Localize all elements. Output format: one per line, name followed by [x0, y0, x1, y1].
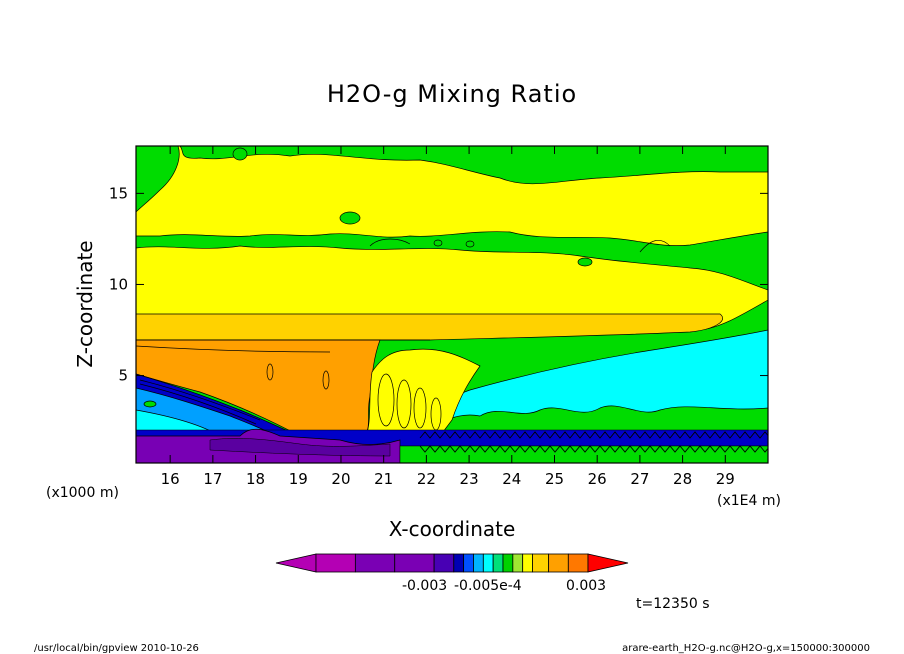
colorbar-segment — [315, 553, 356, 573]
colorbar-segment — [548, 553, 569, 573]
colorbar-segment — [433, 553, 455, 573]
small-islands — [143, 147, 593, 408]
colorbar-segment — [473, 553, 484, 573]
region-green-waves — [419, 405, 768, 437]
region-yellow-upper — [136, 146, 768, 246]
y-tick-label: 15 — [109, 184, 128, 202]
x-tick-label: 16 — [161, 470, 180, 488]
colorbar-max-arrow — [587, 553, 629, 573]
colorbar-segment — [453, 553, 465, 573]
x-axis-label: X-coordinate — [389, 517, 516, 541]
colorbar-label-0: -0.003 — [402, 578, 447, 594]
y-tick-label: 5 — [118, 367, 128, 385]
colorbar-segment — [532, 553, 550, 573]
x-tick-label: 28 — [673, 470, 692, 488]
x-tick-label: 23 — [460, 470, 479, 488]
colorbar-segment — [394, 553, 435, 573]
x-axis-unit: (x1E4 m) — [717, 493, 781, 509]
region-light-orange — [136, 313, 723, 341]
region-yellow-middle — [136, 245, 768, 331]
contour-field — [136, 146, 768, 463]
x-tick-label: 17 — [203, 470, 222, 488]
y-axis-ticks: 5 10 15 — [109, 184, 768, 385]
region-yellow-wedge — [365, 348, 481, 437]
colorbar-segment — [463, 553, 474, 573]
region-bottom-green — [399, 445, 768, 463]
chart-title: H2O-g Mixing Ratio — [327, 80, 577, 108]
colorbar — [275, 553, 629, 573]
footer-left: /usr/local/bin/gpview 2010-10-26 — [34, 643, 199, 654]
y-axis-unit: (x1000 m) — [46, 485, 119, 501]
colorbar-segment — [354, 553, 396, 573]
region-green-topleft — [136, 146, 180, 213]
x-tick-label: 27 — [630, 470, 649, 488]
x-tick-label: 29 — [716, 470, 735, 488]
x-tick-label: 22 — [417, 470, 436, 488]
contour-lines — [136, 238, 671, 425]
colorbar-segment — [482, 553, 494, 573]
oscillation-marks — [419, 431, 768, 453]
footer-right: arare-earth_H2O-g.nc@H2O-g,x=150000:3000… — [622, 643, 870, 654]
colorbar-segment — [522, 553, 533, 573]
plot-frame — [135, 145, 769, 464]
y-tick-label: 10 — [109, 275, 128, 293]
x-tick-label: 26 — [588, 470, 607, 488]
colorbar-segment — [567, 553, 589, 573]
x-tick-label: 19 — [289, 470, 308, 488]
colorbar-label-2: 0.003 — [566, 578, 606, 594]
colorbar-min-arrow — [275, 553, 317, 573]
colorbar-segment — [492, 553, 504, 573]
x-tick-label: 18 — [246, 470, 265, 488]
x-axis-ticks: 16 17 18 19 20 21 22 23 24 25 26 27 28 29 — [161, 146, 735, 488]
x-tick-label: 21 — [374, 470, 393, 488]
x-tick-label: 20 — [331, 470, 350, 488]
colorbar-segment — [502, 553, 514, 573]
time-label: t=12350 s — [636, 596, 710, 612]
colorbar-label-1: -0.005e-4 — [454, 578, 522, 594]
wave-ribs — [266, 363, 442, 431]
y-axis-label: Z-coordinate — [73, 240, 97, 367]
region-dark-purple — [209, 438, 391, 457]
colorbar-segment — [512, 553, 524, 573]
x-tick-label: 25 — [545, 470, 564, 488]
x-tick-label: 24 — [502, 470, 521, 488]
